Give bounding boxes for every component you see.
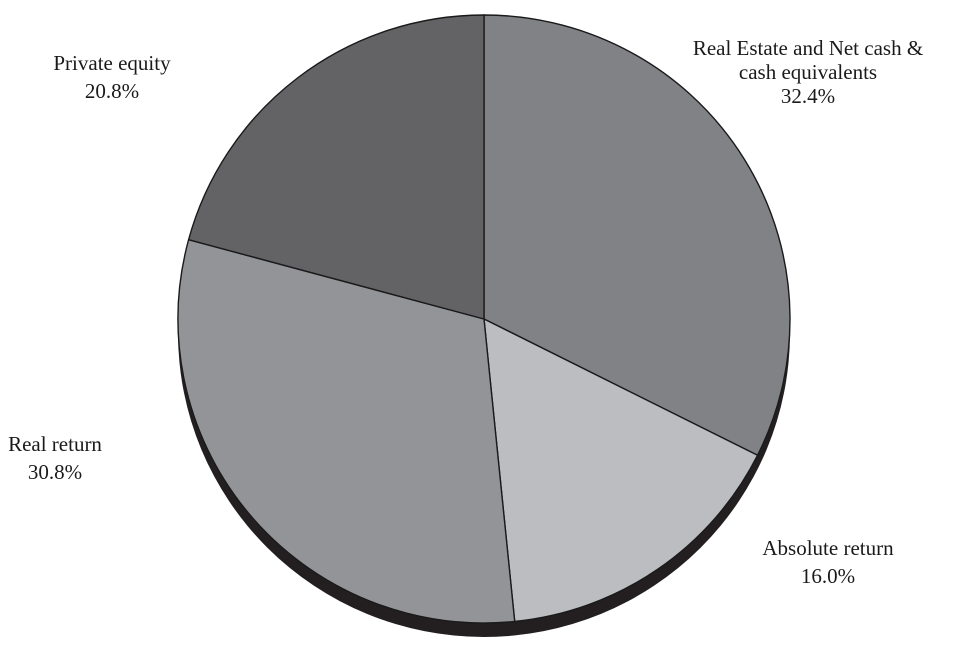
pie-label-name-2-0: Real return [8,432,102,456]
pie-slice-1 [483,318,759,623]
pie-label-3: Private equity 20.8% [53,51,171,103]
pie-slice-2 [177,239,516,624]
pie-label-name-0-0: Real Estate and Net cash & [693,36,923,60]
pie-label-2: Real return 30.8% [8,432,102,484]
pie-label-0: Real Estate and Net cash & cash equivalen… [693,36,923,108]
pie-slice-0 [483,14,791,457]
pie-slices [177,14,791,624]
pie-label-value-3: 20.8% [85,79,139,103]
pie-label-value-0: 32.4% [781,84,835,108]
pie-label-name-3-0: Private equity [53,51,171,75]
pie-label-name-1-0: Absolute return [762,536,894,560]
pie-label-name-0-1: cash equivalents [739,60,877,84]
pie-label-1: Absolute return 16.0% [762,536,894,588]
pie-slice-3 [187,14,485,320]
pie-labels: Real Estate and Net cash & cash equivalen… [8,36,923,588]
pie-label-value-2: 30.8% [28,460,82,484]
pie-label-value-1: 16.0% [801,564,855,588]
